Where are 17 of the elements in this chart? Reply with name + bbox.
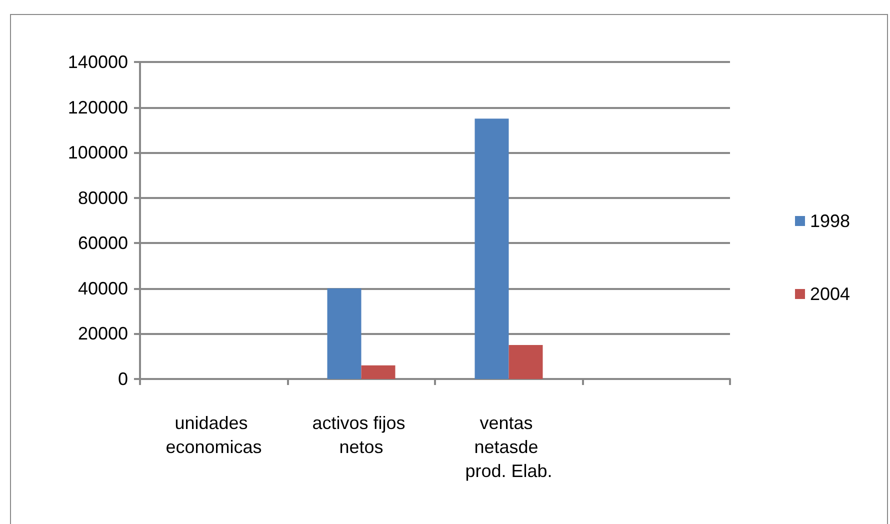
bar	[474, 118, 509, 379]
y-tick-label: 20000	[78, 324, 128, 344]
y-tick-label: 80000	[78, 188, 128, 208]
y-tick-label: 40000	[78, 278, 128, 298]
y-tick-label: 120000	[68, 97, 128, 118]
bar	[508, 345, 543, 379]
bar	[361, 365, 396, 379]
y-tick-label: 0	[118, 369, 128, 389]
x-tick-label: activos fijos netos	[312, 413, 410, 457]
legend-label: 1998	[810, 211, 850, 231]
y-tick-label: 140000	[68, 52, 128, 72]
y-tick-label: 60000	[78, 233, 128, 254]
x-tick-label: ventas netasde prod. Elab.	[465, 413, 552, 481]
y-tick-label: 100000	[68, 142, 128, 163]
bar	[327, 288, 362, 379]
x-tick-label: unidades economicas	[166, 413, 262, 457]
legend-label: 2004	[810, 284, 850, 304]
